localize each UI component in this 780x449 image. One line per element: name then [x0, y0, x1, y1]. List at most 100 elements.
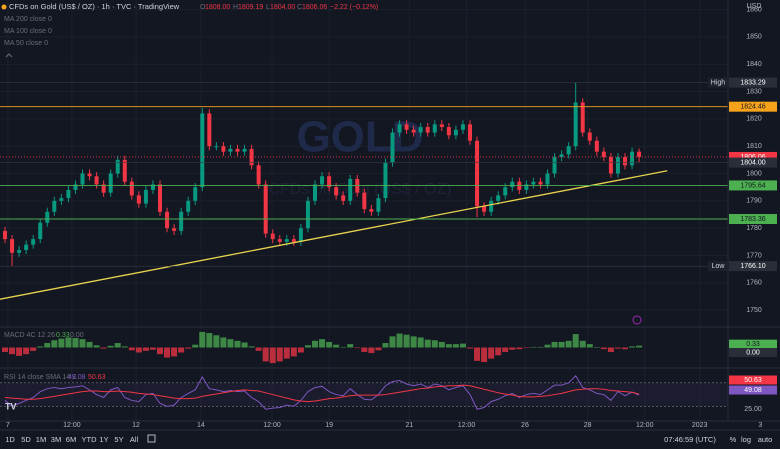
- candle-body: [503, 187, 508, 196]
- range-button[interactable]: 1M: [36, 435, 46, 444]
- candle-body: [38, 222, 43, 240]
- candle-body: [143, 189, 148, 204]
- indicator-line: [4, 374, 640, 410]
- clock: 07:46:59 (UTC): [664, 435, 716, 444]
- candle-body: [580, 102, 585, 133]
- candle-body: [277, 239, 282, 242]
- histogram-bar: [565, 340, 572, 348]
- range-button[interactable]: All: [130, 435, 139, 444]
- candle-body: [327, 176, 332, 188]
- histogram-bar: [304, 345, 311, 348]
- indicator-label[interactable]: MA 50 close 0: [4, 40, 48, 47]
- candle-body: [446, 127, 451, 136]
- logo[interactable]: TV: [5, 401, 17, 411]
- price-label-box: [729, 180, 777, 191]
- indicator-label[interactable]: MA 100 close 0: [4, 28, 52, 35]
- candle-body: [468, 124, 473, 141]
- candle-body: [623, 157, 628, 166]
- histogram-bar: [149, 347, 156, 350]
- price-label-box: [729, 261, 777, 272]
- histogram-bar: [544, 344, 551, 348]
- candle-body: [122, 159, 127, 182]
- y-tick-label: 1840: [746, 61, 762, 68]
- histogram-bar: [361, 347, 368, 352]
- chart-title[interactable]: CFDs on Gold (US$ / OZ) · 1h · TVC · Tra…: [9, 2, 180, 11]
- range-button[interactable]: 1Y: [99, 435, 108, 444]
- collapse-icon[interactable]: [5, 53, 13, 58]
- histogram-bar: [37, 346, 44, 348]
- ohlc-key: O: [200, 4, 206, 11]
- x-tick-label: 2023: [692, 422, 708, 429]
- x-tick-label: 12:00: [263, 422, 281, 429]
- histogram-bar: [354, 347, 361, 349]
- histogram-bar: [51, 340, 58, 348]
- candle-body: [31, 239, 36, 245]
- y-tick-label: 1770: [746, 252, 762, 259]
- histogram-bar: [396, 333, 403, 348]
- histogram-bar: [636, 345, 643, 348]
- range-button[interactable]: 5Y: [114, 435, 123, 444]
- candle-body: [52, 200, 57, 212]
- histogram-bar: [9, 347, 16, 355]
- histogram-bar: [375, 347, 382, 351]
- histogram-bar: [23, 347, 30, 355]
- calendar-icon[interactable]: [147, 434, 156, 443]
- x-tick-label: 12:00: [63, 422, 81, 429]
- ohlc-value: 1804.00: [270, 4, 295, 11]
- histogram-bar: [558, 341, 565, 348]
- histogram-bar: [579, 340, 586, 348]
- x-tick-label: 12: [132, 422, 140, 429]
- price-label-box: [729, 101, 777, 112]
- indicator-title[interactable]: MACD 4C 12 26: [4, 332, 55, 339]
- candle-body: [594, 140, 599, 152]
- candle-body: [432, 124, 437, 133]
- histogram-bar: [474, 347, 481, 361]
- indicator-readout-box: [729, 348, 777, 357]
- y-tick-label: 1790: [746, 198, 762, 205]
- candle-body: [615, 157, 620, 174]
- candle-body: [59, 198, 64, 201]
- candle-body: [411, 129, 416, 133]
- range-button[interactable]: YTD: [82, 435, 98, 444]
- range-button[interactable]: 3M: [51, 435, 61, 444]
- indicator-label[interactable]: MA 200 close 0: [4, 16, 52, 23]
- indicator-value: 0.33: [56, 332, 70, 339]
- scale-option[interactable]: auto: [758, 435, 773, 444]
- histogram-bar: [333, 344, 340, 348]
- y-tick-label: 1830: [746, 88, 762, 95]
- histogram-bar: [234, 340, 241, 348]
- histogram-bar: [572, 334, 579, 348]
- scale-option[interactable]: %: [730, 435, 737, 444]
- histogram-bar: [199, 331, 206, 348]
- candle-body: [608, 157, 613, 174]
- indicator-title[interactable]: RSI 14 close SMA 14 2: [4, 374, 76, 381]
- candle-body: [87, 173, 92, 177]
- currency-label[interactable]: USD: [747, 3, 762, 10]
- histogram-bar: [523, 347, 530, 349]
- candle-body: [383, 162, 388, 199]
- candle-body: [172, 228, 177, 231]
- candle-body: [305, 200, 310, 229]
- histogram-bar: [65, 337, 72, 348]
- range-button[interactable]: 5D: [21, 435, 31, 444]
- histogram-bar: [614, 347, 621, 349]
- x-tick-label: 21: [406, 422, 414, 429]
- candle-body: [129, 181, 134, 196]
- price-label-tag-box: [708, 261, 728, 272]
- histogram-bar: [178, 347, 185, 353]
- candle-body: [496, 195, 501, 201]
- candle-body: [453, 129, 458, 136]
- candle-body: [186, 200, 191, 212]
- candle-body: [228, 148, 233, 152]
- candle-body: [298, 228, 303, 242]
- ohlc-value: 1809.19: [238, 4, 263, 11]
- price-label-tag: Low: [712, 263, 726, 270]
- scale-option[interactable]: log: [741, 435, 751, 444]
- range-button[interactable]: 1D: [5, 435, 15, 444]
- range-button[interactable]: 6M: [66, 435, 76, 444]
- candle-body: [200, 113, 205, 188]
- event-icon[interactable]: [632, 315, 642, 325]
- ohlc-key: C: [297, 4, 302, 11]
- candle-body: [291, 239, 296, 242]
